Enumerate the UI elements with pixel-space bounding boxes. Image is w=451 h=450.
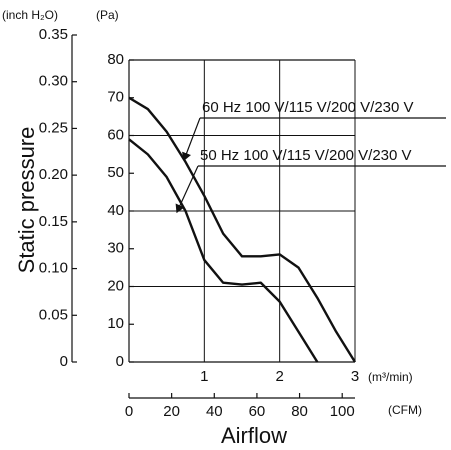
x2-tick-label: 20 <box>163 403 180 420</box>
y2-tick-label: 0.35 <box>39 26 68 43</box>
y-tick-label: 50 <box>107 164 124 181</box>
x-axis-title: Airflow <box>221 423 287 448</box>
y2-tick-label: 0.05 <box>39 306 68 323</box>
y-tick-label: 80 <box>107 51 124 68</box>
y-tick-label: 40 <box>107 202 124 219</box>
x2-tick-label: 40 <box>206 403 223 420</box>
y-tick-label: 70 <box>107 89 124 106</box>
y-tick-label: 10 <box>107 315 124 332</box>
x-tick-label: 1 <box>200 368 208 385</box>
leader-line <box>182 117 201 162</box>
y2-tick-label: 0 <box>60 353 68 370</box>
series-label: 60 Hz 100 V/115 V/200 V/230 V <box>202 99 414 116</box>
y-axis-title: Static pressure <box>14 127 39 274</box>
x2-tick-label: 100 <box>330 403 355 420</box>
curve <box>128 138 319 363</box>
y-tick-label: 20 <box>107 277 124 294</box>
curve <box>128 96 357 363</box>
leader-line <box>175 165 199 214</box>
series-label: 50 Hz 100 V/115 V/200 V/230 V <box>200 147 412 164</box>
x-tick-label: 2 <box>275 368 283 385</box>
y2-tick-label: 0.15 <box>39 213 68 230</box>
x2-tick-label: 60 <box>249 403 266 420</box>
x2-unit: (CFM) <box>388 403 422 417</box>
y2-unit: (inch H₂O) <box>2 8 58 22</box>
y2-tick-label: 0.20 <box>39 166 68 183</box>
x-unit: (m³/min) <box>368 370 413 384</box>
y-tick-label: 60 <box>107 126 124 143</box>
y2-tick-label: 0.25 <box>39 119 68 136</box>
x-tick-label: 3 <box>351 368 359 385</box>
y-unit: (Pa) <box>96 8 119 22</box>
y-tick-label: 0 <box>116 353 124 370</box>
x2-tick-label: 0 <box>125 403 133 420</box>
y2-tick-label: 0.10 <box>39 260 68 277</box>
y-tick-label: 30 <box>107 240 124 257</box>
x2-tick-label: 80 <box>291 403 308 420</box>
y2-tick-label: 0.30 <box>39 73 68 90</box>
